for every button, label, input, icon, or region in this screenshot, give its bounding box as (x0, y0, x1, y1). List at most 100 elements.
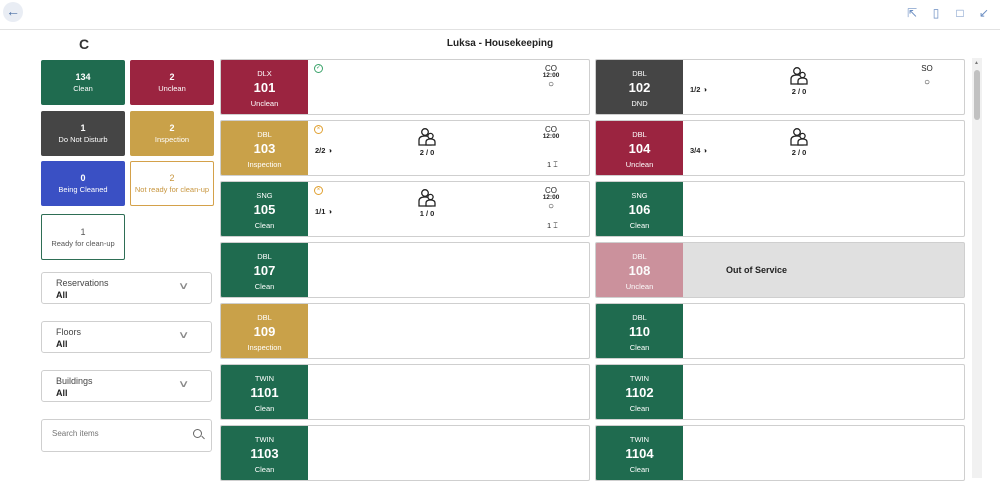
tile-label: Being Cleaned (58, 185, 108, 194)
half-moon-icon: ◑ (700, 146, 708, 155)
room-card[interactable]: TWIN 1102 Clean (595, 364, 965, 420)
room-badge[interactable]: DLX 101 Unclean (221, 60, 308, 114)
search-box[interactable] (41, 419, 212, 452)
status-tile[interactable]: 1 Ready for clean-up (41, 214, 125, 260)
room-card[interactable]: DBL 104 Unclean 3/4 ◑ 2 / 0 (595, 120, 965, 176)
room-badge[interactable]: DBL 108 Unclean (596, 243, 683, 297)
room-type: DBL (632, 252, 647, 261)
collapse-icon[interactable]: ↙ (978, 6, 990, 20)
room-number: 103 (253, 141, 276, 156)
room-badge[interactable]: DBL 102 DND (596, 60, 683, 114)
room-badge[interactable]: TWIN 1102 Clean (596, 365, 683, 419)
popout-icon[interactable]: □ (956, 6, 964, 20)
room-badge[interactable]: DBL 107 Clean (221, 243, 308, 297)
refresh-icon[interactable]: C (79, 36, 90, 52)
room-status: Clean (254, 282, 275, 291)
room-status: Clean (254, 404, 275, 413)
room-badge[interactable]: TWIN 1104 Clean (596, 426, 683, 480)
room-badge[interactable]: DBL 104 Unclean (596, 121, 683, 175)
room-badge[interactable]: DBL 110 Clean (596, 304, 683, 358)
search-icon[interactable] (193, 429, 202, 438)
room-status: Clean (254, 465, 275, 474)
room-card[interactable]: DBL 110 Clean (595, 303, 965, 359)
room-number: 109 (253, 324, 276, 339)
room-number: 101 (253, 80, 276, 95)
checkout-time: 12:00 (542, 194, 560, 201)
bookmark-icon[interactable]: ▯ (932, 6, 940, 20)
persons-value: 2 / 0 (791, 148, 807, 157)
out-of-service-label: Out of Service (726, 265, 788, 275)
occupancy: 1/1 ◑ (315, 207, 332, 216)
status-tile[interactable]: 0 Being Cleaned (41, 161, 125, 206)
room-card[interactable]: DBL 108 Unclean Out of Service (595, 242, 965, 298)
room-status: Clean (254, 221, 275, 230)
room-badge[interactable]: SNG 105 Clean (221, 182, 308, 236)
status-tile[interactable]: 2 Inspection (130, 111, 214, 156)
room-type: TWIN (629, 435, 650, 444)
room-status: Unclean (625, 282, 654, 291)
filter-dropdown[interactable]: Reservations All ∨ (41, 272, 212, 304)
room-status: Clean (629, 343, 650, 352)
tile-count: 2 (169, 123, 175, 133)
room-card[interactable]: SNG 105 Clean × 1/1 ◑ 1 / 0 CO 12:00 ○ 1 ⌶ (220, 181, 590, 237)
room-status: Unclean (250, 99, 279, 108)
room-badge[interactable]: SNG 106 Clean (596, 182, 683, 236)
room-badge[interactable]: DBL 109 Inspection (221, 304, 308, 358)
room-card[interactable]: DBL 103 Inspection × 2/2 ◑ 2 / 0 CO 12:00 1 ⌶ (220, 120, 590, 176)
filter-value: All (56, 339, 68, 349)
room-card[interactable]: DBL 109 Inspection (220, 303, 590, 359)
search-input[interactable] (52, 429, 182, 438)
share-icon[interactable]: ⇱ (906, 6, 918, 20)
filter-label: Reservations (56, 278, 109, 288)
occupancy-value: 1/2 (690, 85, 701, 94)
scrollbar[interactable] (972, 58, 982, 478)
filter-value: All (56, 290, 68, 300)
room-badge[interactable]: TWIN 1101 Clean (221, 365, 308, 419)
room-card[interactable]: TWIN 1104 Clean (595, 425, 965, 481)
arrow-left-icon[interactable]: ← (3, 2, 23, 22)
tile-label: Ready for clean-up (51, 238, 115, 248)
persons-icon (789, 66, 809, 86)
room-badge[interactable]: DBL 103 Inspection (221, 121, 308, 175)
chevron-down-icon[interactable]: ∨ (177, 379, 190, 390)
service-label: SO (921, 64, 933, 73)
checkout-info: CO 12:00 ○ (536, 186, 566, 212)
scrollbar-thumb[interactable] (974, 70, 980, 120)
room-type: TWIN (254, 374, 275, 383)
room-status: Inspection (247, 343, 282, 352)
room-badge[interactable]: TWIN 1103 Clean (221, 426, 308, 480)
occupancy: 2/2 ◑ (315, 146, 332, 155)
status-tile[interactable]: 2 Unclean (130, 60, 214, 105)
tile-count: 2 (169, 72, 175, 82)
status-tile[interactable]: 2 Not ready for clean-up (130, 161, 214, 206)
room-type: DLX (257, 69, 272, 78)
room-type: DBL (257, 313, 272, 322)
tile-count: 2 (169, 173, 175, 183)
status-tile[interactable]: 1 Do Not Disturb (41, 111, 125, 156)
tile-label: Unclean (158, 84, 186, 93)
comment-icon[interactable]: ○ (547, 79, 555, 90)
room-card[interactable]: DLX 101 Unclean ✓ CO 12:00 ○ (220, 59, 590, 115)
room-card[interactable]: TWIN 1103 Clean (220, 425, 590, 481)
comment-icon[interactable]: ○ (923, 77, 931, 88)
service-info: SO ○ (912, 64, 942, 88)
persons-value: 2 / 0 (791, 87, 807, 96)
room-card[interactable]: TWIN 1101 Clean (220, 364, 590, 420)
room-number: 110 (629, 324, 650, 339)
tile-label: Inspection (154, 135, 190, 144)
filter-dropdown[interactable]: Floors All ∨ (41, 321, 212, 353)
occupancy-value: 1/1 (315, 207, 326, 216)
occupancy-value: 2/2 (315, 146, 326, 155)
room-card[interactable]: DBL 102 DND 1/2 ◑ 2 / 0 SO ○ (595, 59, 965, 115)
comment-icon[interactable]: ○ (547, 201, 555, 212)
room-number: 1103 (250, 446, 279, 461)
status-tile[interactable]: 134 Clean (41, 60, 125, 105)
scroll-up-arrow-icon[interactable]: ▲ (974, 60, 979, 66)
room-status: Clean (629, 404, 650, 413)
half-moon-icon: ◑ (325, 207, 333, 216)
room-card[interactable]: DBL 107 Clean (220, 242, 590, 298)
chevron-down-icon[interactable]: ∨ (177, 330, 190, 341)
room-card[interactable]: SNG 106 Clean (595, 181, 965, 237)
chevron-down-icon[interactable]: ∨ (177, 281, 190, 292)
filter-dropdown[interactable]: Buildings All ∨ (41, 370, 212, 402)
